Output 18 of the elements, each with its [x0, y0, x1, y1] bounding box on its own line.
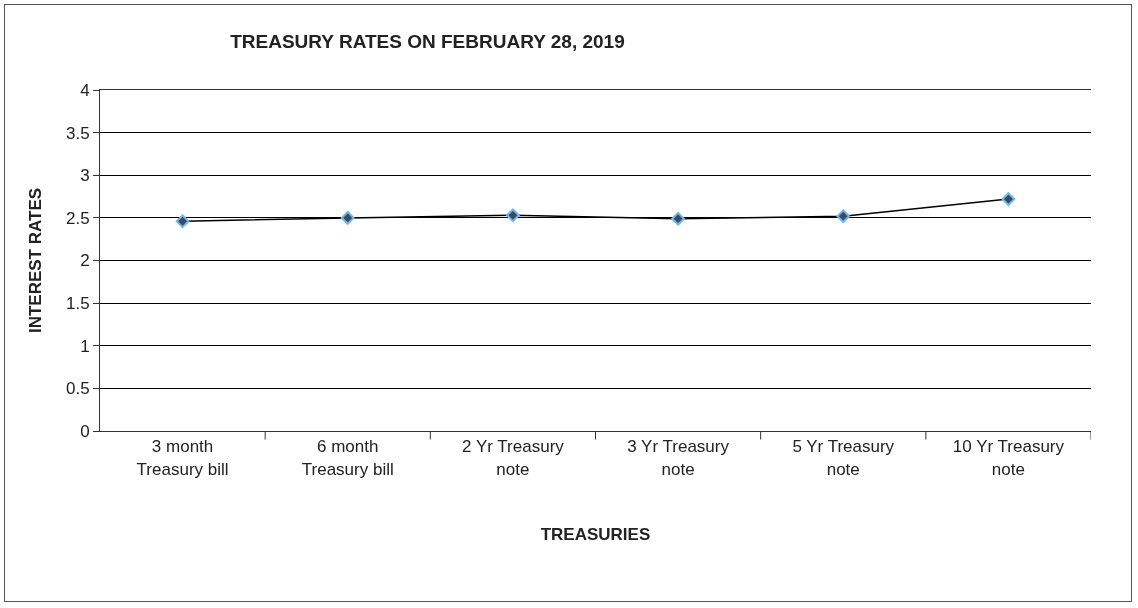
- chart-title: TREASURY RATES ON FEBRUARY 28, 2019: [230, 31, 625, 53]
- x-tick-label: 3 Yr Treasury note: [627, 437, 730, 479]
- y-axis-title: INTEREST RATES: [25, 187, 45, 334]
- x-axis-title: TREASURIES: [540, 524, 651, 544]
- x-tick-label: 2 Yr Treasury note: [462, 437, 565, 479]
- y-tick-label: 3.5: [65, 123, 90, 143]
- y-tick-label: 0.5: [65, 379, 90, 399]
- x-tick-label: 10 Yr Treasury note: [952, 437, 1065, 479]
- y-tick-label: 1.5: [65, 294, 90, 314]
- x-tick-label: 6 month Treasury bill: [301, 437, 394, 479]
- y-tick-label: 1: [80, 336, 90, 356]
- x-tick-label: 3 month Treasury bill: [136, 437, 229, 479]
- y-tick-label: 0: [80, 421, 90, 441]
- y-tick-label: 4: [80, 80, 90, 100]
- x-tick-label: 5 Yr Treasury note: [792, 437, 895, 479]
- y-tick-label: 3: [80, 166, 90, 186]
- y-tick-label: 2: [80, 251, 90, 271]
- y-tick-label: 2.5: [65, 208, 90, 228]
